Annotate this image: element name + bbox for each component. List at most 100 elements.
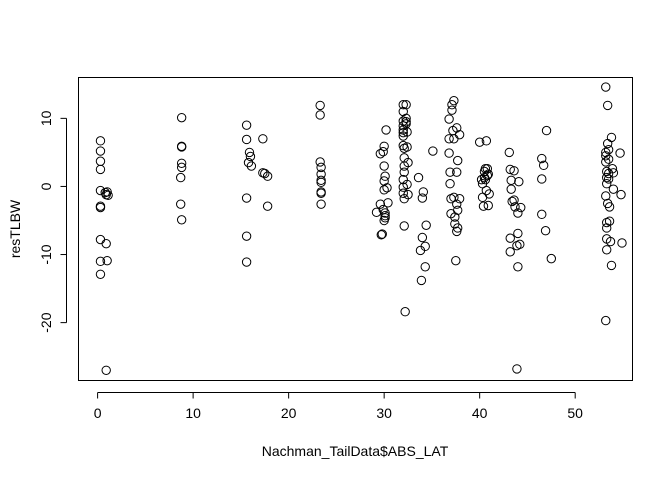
data-point bbox=[316, 199, 326, 209]
data-point bbox=[474, 137, 485, 147]
data-point bbox=[421, 220, 431, 230]
data-point bbox=[449, 192, 459, 203]
data-point bbox=[601, 82, 611, 92]
data-point bbox=[453, 205, 463, 215]
data-point bbox=[176, 141, 187, 151]
data-point bbox=[451, 255, 461, 266]
data-point bbox=[444, 114, 454, 124]
data-point bbox=[176, 215, 187, 225]
data-point bbox=[452, 226, 462, 237]
data-point bbox=[450, 212, 460, 222]
data-points bbox=[95, 82, 627, 375]
data-point bbox=[606, 260, 617, 271]
y-tick-label: -20 bbox=[38, 312, 54, 332]
data-point bbox=[481, 185, 492, 196]
data-point bbox=[483, 169, 493, 179]
data-point bbox=[454, 129, 465, 140]
data-point bbox=[95, 156, 106, 166]
data-point bbox=[428, 146, 438, 156]
data-point bbox=[602, 166, 612, 177]
data-point bbox=[176, 162, 187, 173]
data-point bbox=[538, 160, 549, 171]
data-point bbox=[316, 175, 326, 186]
y-tick-label: 10 bbox=[38, 110, 54, 126]
data-point bbox=[541, 125, 552, 136]
data-point bbox=[101, 365, 111, 375]
data-point bbox=[95, 202, 106, 213]
data-point bbox=[103, 190, 113, 200]
data-point bbox=[376, 230, 386, 240]
data-point bbox=[505, 164, 515, 175]
data-point bbox=[601, 315, 611, 326]
data-point bbox=[399, 167, 409, 177]
data-point bbox=[262, 171, 273, 181]
data-point bbox=[102, 255, 112, 266]
data-point bbox=[605, 236, 616, 247]
data-point bbox=[400, 307, 410, 317]
data-point bbox=[608, 168, 619, 178]
data-point bbox=[316, 162, 326, 173]
y-axis: -20 -10 0 10 bbox=[38, 110, 67, 333]
data-point bbox=[241, 231, 252, 241]
data-point bbox=[402, 142, 412, 152]
data-point bbox=[482, 170, 493, 181]
data-point bbox=[316, 188, 326, 198]
data-point bbox=[601, 151, 611, 161]
x-axis-label: Nachman_TailData$ABS_LAT bbox=[262, 443, 449, 459]
data-point bbox=[505, 233, 515, 243]
data-point bbox=[401, 100, 411, 110]
x-axis: 0 10 20 30 40 50 bbox=[94, 392, 583, 421]
data-point bbox=[616, 189, 626, 200]
data-point bbox=[416, 275, 427, 286]
data-point bbox=[420, 262, 430, 272]
data-point bbox=[447, 105, 457, 115]
data-point bbox=[381, 125, 391, 135]
data-point bbox=[95, 256, 106, 267]
data-point bbox=[315, 157, 325, 167]
data-point bbox=[241, 134, 252, 145]
data-point bbox=[478, 201, 489, 211]
data-point bbox=[453, 155, 463, 166]
data-point bbox=[602, 223, 612, 233]
data-point bbox=[417, 193, 428, 203]
data-point bbox=[401, 113, 411, 124]
data-point bbox=[617, 238, 627, 248]
data-point bbox=[507, 196, 517, 207]
data-point bbox=[398, 127, 408, 138]
data-point bbox=[246, 161, 257, 171]
data-point bbox=[176, 199, 186, 209]
data-point bbox=[398, 188, 408, 198]
data-point bbox=[603, 154, 614, 164]
data-point bbox=[513, 208, 523, 218]
data-point bbox=[604, 216, 615, 226]
data-point bbox=[615, 148, 625, 158]
data-point bbox=[95, 234, 106, 245]
data-point bbox=[241, 257, 252, 267]
data-point bbox=[262, 201, 273, 211]
data-point bbox=[607, 164, 618, 174]
data-point bbox=[602, 179, 612, 189]
data-point bbox=[453, 223, 463, 233]
data-point bbox=[452, 123, 462, 133]
data-point bbox=[608, 184, 619, 194]
data-point bbox=[398, 106, 408, 117]
x-tick-label: 30 bbox=[376, 405, 392, 421]
data-point bbox=[445, 167, 455, 177]
data-point bbox=[546, 253, 557, 264]
data-point bbox=[380, 208, 390, 218]
data-point bbox=[176, 112, 187, 123]
data-point bbox=[402, 127, 412, 137]
y-axis-label: resTLBW bbox=[7, 199, 23, 258]
data-point bbox=[315, 110, 325, 120]
data-point bbox=[176, 158, 187, 168]
data-point bbox=[377, 229, 387, 239]
data-point bbox=[402, 179, 412, 190]
data-point bbox=[606, 132, 617, 143]
data-point bbox=[510, 202, 520, 212]
data-point bbox=[258, 134, 268, 144]
data-point bbox=[515, 239, 525, 250]
data-point bbox=[537, 174, 547, 184]
x-tick-label: 0 bbox=[94, 405, 102, 421]
data-point bbox=[602, 100, 613, 111]
data-point bbox=[444, 134, 454, 144]
